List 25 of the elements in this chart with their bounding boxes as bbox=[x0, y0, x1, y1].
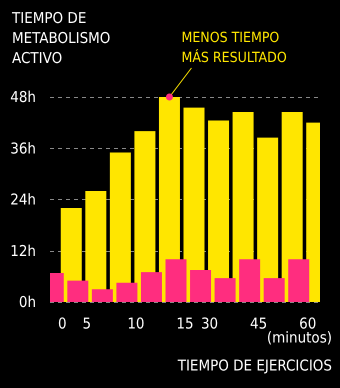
y-tick-label: 36h bbox=[10, 139, 36, 158]
x-tick-label: 45 bbox=[250, 314, 268, 332]
bar bbox=[214, 278, 236, 302]
x-axis-title: TIEMPO DE EJERCICIOS bbox=[176, 356, 332, 374]
bar bbox=[190, 270, 212, 302]
bar bbox=[239, 259, 260, 302]
bar bbox=[116, 282, 138, 302]
bar bbox=[67, 280, 88, 302]
bar bbox=[166, 259, 186, 302]
chart-title: TIEMPO DE METABOLISMO ACTIVO bbox=[11, 9, 110, 67]
x-tick-label: 15 bbox=[176, 314, 194, 332]
y-tick-label: 48h bbox=[10, 88, 36, 106]
x-tick-label: 5 bbox=[82, 314, 92, 332]
x-tick-label: 10 bbox=[127, 314, 144, 332]
y-tick-label: 24h bbox=[10, 190, 36, 208]
bar bbox=[288, 259, 310, 302]
bar bbox=[264, 278, 285, 302]
text: MENOS TIEMPO MÁS RESULTADO bbox=[181, 30, 287, 66]
bar bbox=[110, 152, 131, 302]
bar bbox=[92, 289, 113, 302]
bar bbox=[140, 272, 162, 302]
y-tick-label: 12h bbox=[10, 242, 36, 260]
x-tick-label: 0 bbox=[58, 314, 67, 332]
y-tick-label: 0h bbox=[18, 293, 36, 311]
x-tick-label: 30 bbox=[200, 314, 218, 332]
